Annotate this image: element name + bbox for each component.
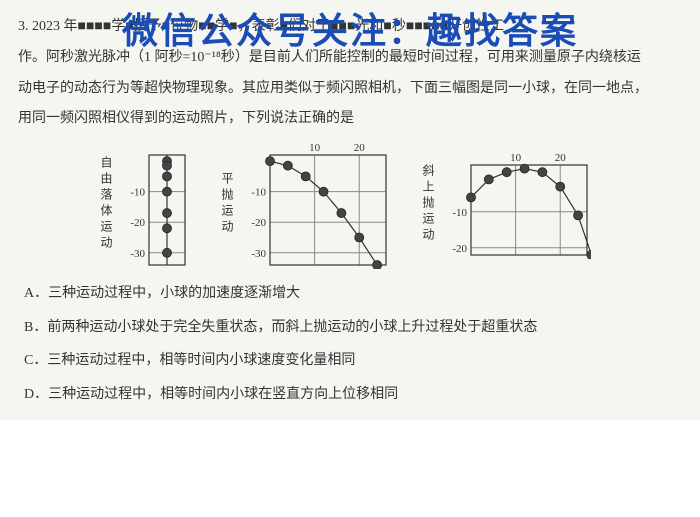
chart1-svg: -10 -20 -30 bbox=[119, 139, 189, 269]
question-line-4: 用同一频闪照相仪得到的运动照片，下列说法正确的是 bbox=[18, 104, 682, 135]
svg-text:-20: -20 bbox=[452, 243, 467, 255]
question-line-2: 作。阿秒激光脉冲（1 阿秒=10⁻¹⁸秒）是目前人们所能控制的最短时间过程，可用… bbox=[18, 43, 682, 74]
svg-text:-10: -10 bbox=[251, 187, 266, 199]
chart3-svg: 10 20 -10 -20 bbox=[441, 149, 591, 259]
svg-text:20: 20 bbox=[354, 142, 366, 154]
svg-text:-30: -30 bbox=[251, 248, 266, 260]
question-line-1: 3. 2023 年■■■■学■授予■位物■■学■，表彰■们对于■■■光和■秒■■… bbox=[18, 12, 682, 43]
question-body: 3. 2023 年■■■■学■授予■位物■■学■，表彰■们对于■■■光和■秒■■… bbox=[18, 12, 682, 135]
chart-freefall: 自由落体运动 -10 -20 -30 bbox=[98, 139, 189, 269]
svg-text:10: 10 bbox=[309, 142, 321, 154]
svg-text:20: 20 bbox=[555, 152, 567, 164]
chart1-label: 自由落体运动 bbox=[98, 156, 115, 252]
chart2-label: 平抛运动 bbox=[219, 172, 236, 236]
chart-oblique: 斜上抛运动 10 20 -10 -20 bbox=[420, 139, 591, 269]
svg-text:10: 10 bbox=[510, 152, 521, 164]
svg-text:-10: -10 bbox=[130, 187, 145, 199]
chart-projectile: 平抛运动 10 20 -10 -20 -30 bbox=[219, 139, 390, 269]
svg-text:-20: -20 bbox=[130, 217, 145, 229]
option-d: D．三种运动过程中，相等时间内小球在竖直方向上位移相同 bbox=[24, 378, 682, 412]
charts-row: 自由落体运动 -10 -20 -30 平抛运动 10 20 -10 -20 -30 斜上抛运… bbox=[98, 139, 682, 269]
option-c: C．三种运动过程中，相等时间内小球速度变化量相同 bbox=[24, 344, 682, 378]
option-a: A．三种运动过程中，小球的加速度逐渐增大 bbox=[24, 277, 682, 311]
svg-text:-20: -20 bbox=[251, 217, 266, 229]
question-line-3: 动电子的动态行为等超快物理现象。其应用类似于频闪照相机，下面三幅图是同一小球，在… bbox=[18, 74, 682, 105]
svg-text:-10: -10 bbox=[452, 207, 467, 219]
svg-text:-30: -30 bbox=[130, 248, 145, 260]
chart2-svg: 10 20 -10 -20 -30 bbox=[240, 139, 390, 269]
option-b: B．前两种运动小球处于完全失重状态，而斜上抛运动的小球上升过程处于超重状态 bbox=[24, 311, 682, 345]
chart3-label: 斜上抛运动 bbox=[420, 164, 437, 244]
options-block: A．三种运动过程中，小球的加速度逐渐增大 B．前两种运动小球处于完全失重状态，而… bbox=[18, 277, 682, 411]
